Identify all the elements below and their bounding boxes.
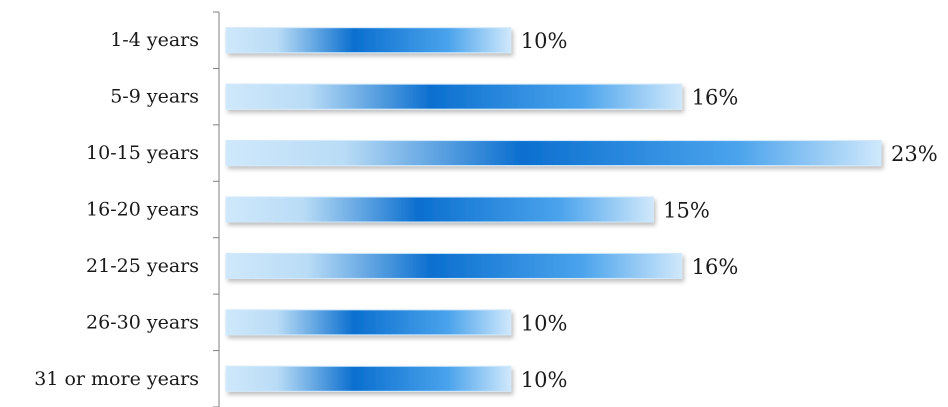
bar-5 [225, 252, 683, 279]
labels: 1-4 years 10% 5-9 years 16% 10-15 years 23% 16… [34, 29, 937, 392]
bar-2 [225, 83, 683, 110]
category-label: 31 or more years [34, 368, 199, 390]
bar-1 [225, 27, 512, 54]
category-label: 16-20 years [86, 199, 199, 221]
value-label: 10% [521, 311, 568, 335]
bar-6 [225, 309, 512, 336]
value-label: 10% [521, 368, 568, 392]
value-label: 16% [692, 255, 739, 279]
category-label: 26-30 years [86, 311, 199, 333]
value-label: 16% [692, 86, 739, 110]
value-label: 10% [521, 29, 568, 53]
bar-4 [225, 196, 654, 223]
bar-3 [225, 140, 882, 167]
bars [225, 27, 882, 392]
category-label: 5-9 years [110, 86, 199, 108]
category-label: 10-15 years [86, 142, 199, 164]
value-label: 23% [891, 142, 938, 166]
value-label: 15% [663, 199, 710, 223]
bar-7 [225, 365, 512, 392]
category-label: 1-4 years [110, 29, 199, 51]
category-label: 21-25 years [86, 255, 199, 277]
y-axis [213, 11, 220, 407]
